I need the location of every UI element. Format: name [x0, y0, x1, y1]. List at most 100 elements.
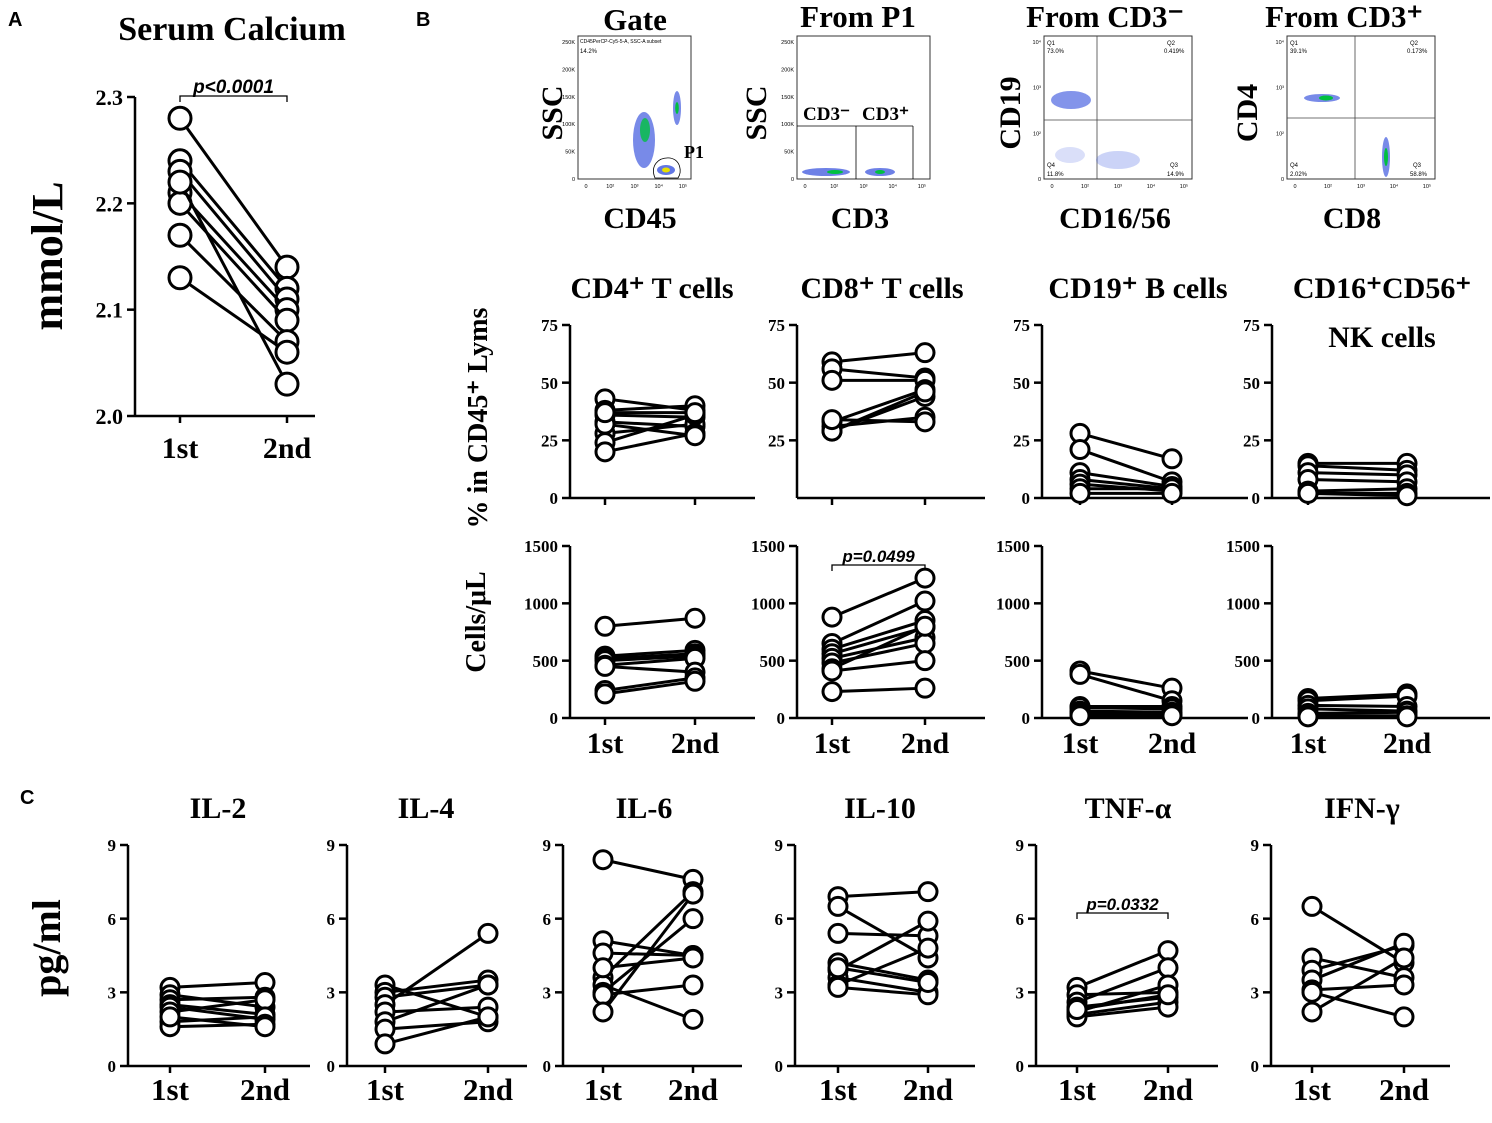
cd8pct-ytick-label: 75 [768, 316, 785, 335]
ifn-category-label: 1st [1293, 1072, 1332, 1107]
cd8cnt-ytick-label: 500 [760, 652, 786, 671]
flow-cd3pos-xlabel: CD8 [1323, 202, 1381, 235]
flow-gate-ticks-ytick-label: 150K [562, 95, 575, 101]
cd19cnt-point-1st [1069, 663, 1091, 685]
il6-pair-line [601, 890, 695, 979]
flow-gate-plot-area [577, 35, 692, 180]
il2-category-label: 1st [151, 1072, 190, 1107]
il4-title: IL-4 [398, 792, 455, 825]
il10-pair-line [837, 931, 929, 938]
serum-calcium-chart: 2.0 2.1 2.2 2.3 1st 2nd Serum Calcium mmol/L p<0… [23, 11, 346, 465]
nkcnt-pair-line [1307, 692, 1408, 701]
il2-ytick-label: 3 [108, 983, 117, 1002]
il2-ytick-label: 9 [108, 836, 117, 855]
cd4cnt-point-1st [594, 655, 616, 677]
calcium-pair-line [178, 117, 289, 269]
flow-cd3neg-q2: Q2 [1167, 41, 1176, 47]
il6-ytick-label: 6 [543, 910, 552, 929]
flow-p1-ticks-xtick-label: 10⁴ [889, 183, 898, 190]
cd4cnt-ytick-label: 0 [550, 709, 559, 728]
cd8pct-point-1st [821, 369, 843, 391]
nkcnt-point-2nd [1396, 706, 1418, 728]
cd4cnt-point-2nd [684, 607, 706, 629]
il10-point-1st [827, 922, 849, 944]
flow-gate-ticks-xtick-label: 10³ [631, 184, 639, 190]
flow-gate-ticks-ytick-label: 50K [565, 150, 575, 156]
tnf-ytick-label: 9 [1016, 836, 1025, 855]
nkpct-ytick-label: 50 [1243, 374, 1260, 393]
il10-pair-line [837, 961, 929, 982]
il6-point-2nd [682, 947, 704, 969]
cd8cnt-pair-line [831, 659, 926, 673]
tnf-pair-line [1076, 990, 1169, 997]
calcium-point-1st [167, 169, 193, 195]
il10-category-label: 1st [819, 1072, 858, 1107]
ifn-ytick-label: 0 [1251, 1057, 1260, 1076]
calcium-category-label: 1st [162, 432, 199, 465]
cd19cnt-ytick-label: 1500 [996, 537, 1030, 556]
cd4pct-ytick-label: 0 [550, 489, 559, 508]
tnf-pair-line [1076, 949, 1169, 989]
cd19cnt-ytick-label: 500 [1005, 652, 1031, 671]
cd4-count-chart: 0 500 1000 1500 1st 2nd [524, 537, 755, 760]
nkcnt-point-1st [1297, 706, 1319, 728]
il4-category-label: 2nd [463, 1072, 513, 1107]
il10-point-2nd [917, 937, 939, 959]
flow-cd3neg-q2-value: 0.419% [1164, 49, 1185, 55]
il4-chart: 0 3 6 9 1st 2nd IL-4 [327, 792, 527, 1107]
tnf-pvalue: p=0.0332 [1085, 895, 1159, 914]
calcium-ytick-label: 2.3 [96, 85, 124, 110]
nkpct-ytick-label: 25 [1243, 431, 1260, 450]
flow-gate-ylabel: SSC [536, 85, 569, 140]
flow-cd3neg-title: From CD3⁻ [1026, 0, 1184, 34]
il2-pair-line [169, 1015, 266, 1024]
flow-p1-title: From P1 [800, 0, 916, 34]
il2-pair-line [169, 998, 266, 1014]
flow-cd3pos-ticks-xtick-label: 10⁵ [1423, 183, 1431, 190]
il2-pair-line [169, 981, 266, 989]
flow-gate-p1-outline [653, 157, 681, 179]
ifn-ytick-label: 3 [1251, 983, 1260, 1002]
flow-p1-ticks-ytick-label: 50K [784, 150, 794, 156]
cd8cnt-pair-line [831, 624, 926, 671]
ifn-pair-line [1311, 905, 1405, 965]
cd8pct-ytick-label: 25 [768, 431, 785, 450]
flow-p1-ticks-ytick-label: 150K [781, 95, 794, 101]
cd4pct-pair-line [604, 404, 696, 412]
il6-ytick-label: 3 [543, 983, 552, 1002]
calcium-point-1st [167, 265, 193, 291]
cd19cnt-category-label: 1st [1062, 727, 1099, 760]
flow-p1-ticks-ytick-label: 100K [781, 122, 794, 128]
ifn-pair-line [1311, 990, 1405, 1019]
flow-cd3neg-ticks-ytick-label: 0 [1038, 177, 1041, 183]
flow-cd3neg-cluster-nk [1096, 151, 1140, 169]
il2-pair-line [169, 1003, 266, 1016]
calcium-pair-line [179, 276, 288, 354]
il4-point-2nd [477, 1006, 499, 1028]
cd8cnt-pair-line [831, 576, 926, 619]
flow-p1-ticks-ytick-label: 250K [781, 40, 794, 46]
il4-ytick-label: 9 [327, 836, 336, 855]
cd8pct-point-2nd [914, 381, 936, 403]
nkpct-pair-line [1307, 491, 1408, 498]
il4-pair-line [384, 983, 489, 1024]
cd8pct-pair-line [831, 351, 926, 364]
cd8cnt-point-2nd [914, 590, 936, 612]
cd19cnt-ytick-label: 0 [1022, 709, 1031, 728]
flow-cd3pos-q4: Q4 [1290, 163, 1299, 169]
cd4cnt-category-label: 2nd [671, 727, 720, 760]
il4-pair-line [384, 1015, 489, 1046]
cd8cnt-point-2nd [914, 632, 936, 654]
cd8cnt-ytick-label: 1500 [751, 537, 785, 556]
cd8pct-pair-line [831, 388, 926, 424]
calcium-ytick-label: 2.2 [96, 191, 124, 216]
nkpct-pair-line [1307, 487, 1408, 493]
panel-letter-b: B [416, 9, 430, 31]
nkcnt-ytick-label: 1500 [1226, 537, 1260, 556]
cd8cnt-point-1st [821, 606, 843, 628]
nk-count-chart: 0 500 1000 1500 1st 2nd [1226, 537, 1490, 760]
ifn-point-1st [1301, 981, 1323, 1003]
il2-pair-line [169, 993, 266, 1009]
flow-cd3pos-q3: Q3 [1413, 163, 1422, 169]
il2-category-label: 2nd [240, 1072, 290, 1107]
